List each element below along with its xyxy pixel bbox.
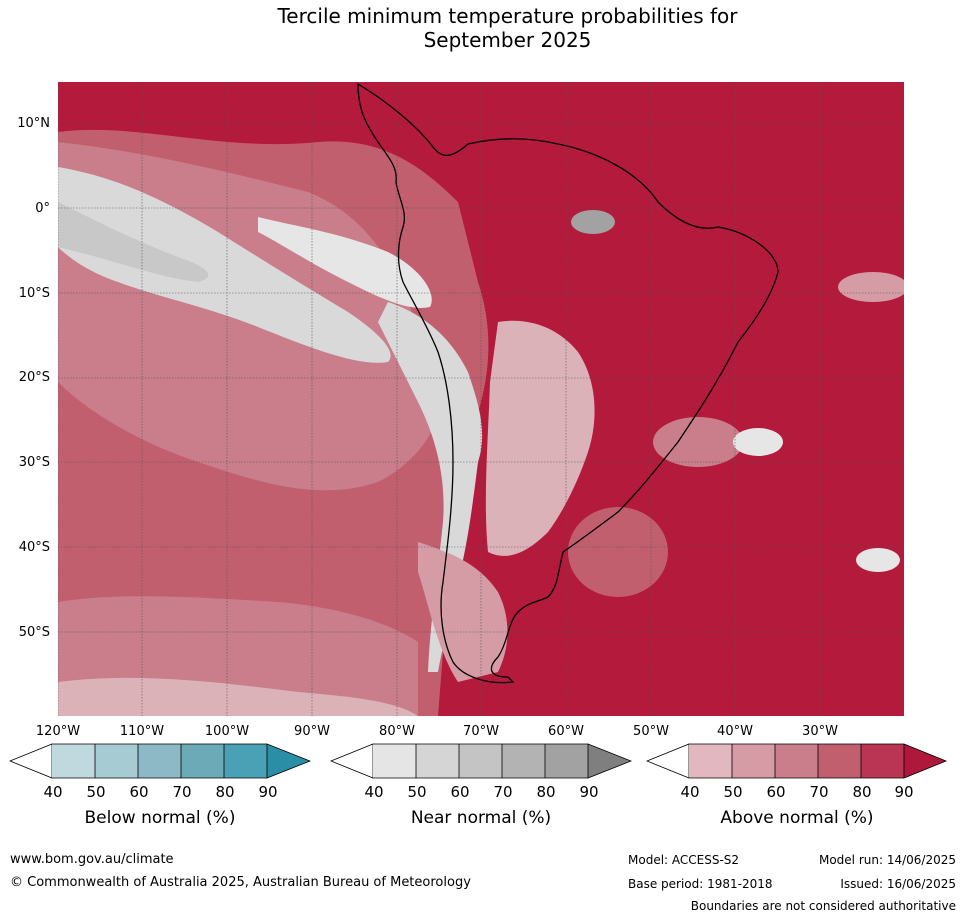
cbar-above-tick-60: 60 (766, 783, 786, 801)
footer-model-run: Model run: 14/06/2025 (818, 853, 956, 867)
colorbar-above-swatches (646, 743, 948, 779)
probability-map (58, 82, 904, 716)
pacific-near-normal (58, 167, 391, 363)
lat-label-40s: 40°S (18, 540, 50, 555)
cbar-near-cell-3 (459, 744, 502, 778)
lon-label-110w: 110°W (119, 724, 165, 739)
cbar-above-cell-4 (818, 744, 861, 778)
colorbar-above-normal (646, 743, 948, 779)
cbar-below-cell-3 (138, 744, 181, 778)
cbar-near-cell-2 (416, 744, 459, 778)
cbar-below-cell-4 (181, 744, 224, 778)
cbar-above-tick-90: 90 (894, 783, 914, 801)
cbar-below-cell-0 (9, 743, 53, 779)
footer-url[interactable]: www.bom.gov.au/climate (10, 852, 174, 867)
footer-disclaimer: Boundaries are not considered authoritat… (690, 899, 956, 913)
cbar-below-tick-80: 80 (215, 783, 235, 801)
footer-base-period: Base period: 1981-2018 (628, 877, 773, 891)
cbar-above-title: Above normal (%) (720, 808, 874, 828)
cbar-below-title: Below normal (%) (84, 808, 236, 828)
cbar-near-cell-0 (330, 743, 374, 779)
cbar-near-cell-4 (502, 744, 545, 778)
colorbar-below-normal (9, 743, 311, 779)
atlantic-patch-4 (856, 548, 900, 572)
cbar-above-tick-40: 40 (680, 783, 700, 801)
lat-label-10n: 10°N (17, 116, 50, 131)
lon-label-120w: 120°W (35, 724, 81, 739)
atlantic-south-light (568, 507, 668, 597)
cbar-below-tick-70: 70 (172, 783, 192, 801)
cbar-below-cell-6 (266, 743, 311, 779)
cbar-near-title: Near normal (%) (410, 808, 552, 828)
lat-label-10s: 10°S (18, 286, 50, 301)
title-line-1: Tercile minimum temperature probabilitie… (277, 4, 738, 28)
cbar-above-tick-80: 80 (852, 783, 872, 801)
cbar-below-tick-60: 60 (129, 783, 149, 801)
cbar-below-tick-50: 50 (86, 783, 106, 801)
lon-label-90w: 90°W (294, 724, 330, 739)
cbar-below-tick-40: 40 (43, 783, 63, 801)
cbar-above-cell-5 (861, 744, 904, 778)
lat-label-50s: 50°S (18, 625, 50, 640)
continent-interior-light (485, 320, 595, 556)
equator-light-band (258, 217, 432, 308)
lon-label-40w: 40°W (717, 724, 753, 739)
cbar-near-tick-70: 70 (493, 783, 513, 801)
colorbar-near-normal (330, 743, 632, 779)
map-title: Tercile minimum temperature probabilitie… (0, 4, 965, 52)
lon-label-80w: 80°W (379, 724, 415, 739)
cbar-near-cell-5 (545, 744, 588, 778)
map-gridlines (58, 82, 904, 716)
lon-label-70w: 70°W (463, 724, 499, 739)
colorbar-near-swatches (330, 743, 632, 779)
cbar-near-cell-1 (373, 744, 416, 778)
cbar-below-tick-90: 90 (258, 783, 278, 801)
lat-label-0: 0° (35, 201, 50, 216)
cbar-above-cell-0 (646, 743, 690, 779)
footer-model: Model: ACCESS-S2 (628, 853, 740, 867)
pacific-near-normal-2 (58, 202, 209, 282)
cbar-near-tick-80: 80 (536, 783, 556, 801)
footer-copyright: © Commonwealth of Australia 2025, Austra… (10, 875, 471, 890)
title-line-2: September 2025 (423, 28, 592, 52)
lon-label-60w: 60°W (548, 724, 584, 739)
cbar-above-tick-70: 70 (809, 783, 829, 801)
cbar-above-cell-2 (732, 744, 775, 778)
lat-label-30s: 30°S (18, 455, 50, 470)
colorbar-below-swatches (9, 743, 311, 779)
atlantic-patch-2 (733, 428, 783, 456)
southern-pacific-lightest (58, 677, 418, 716)
cbar-below-cell-1 (52, 744, 95, 778)
cbar-near-tick-40: 40 (364, 783, 384, 801)
lat-label-20s: 20°S (18, 370, 50, 385)
cbar-near-tick-90: 90 (579, 783, 599, 801)
amazon-near-normal (571, 210, 615, 234)
cbar-above-cell-6 (903, 743, 948, 779)
cbar-near-tick-60: 60 (450, 783, 470, 801)
atlantic-patch-1 (653, 417, 743, 467)
cbar-near-tick-50: 50 (407, 783, 427, 801)
footer-issued: Issued: 16/06/2025 (840, 877, 956, 891)
cbar-above-cell-1 (689, 744, 732, 778)
lon-label-30w: 30°W (802, 724, 838, 739)
cbar-below-cell-5 (224, 744, 267, 778)
cbar-above-cell-3 (775, 744, 818, 778)
south-america-coastline (357, 82, 779, 684)
lon-label-100w: 100°W (204, 724, 250, 739)
lon-label-50w: 50°W (633, 724, 669, 739)
cbar-below-cell-2 (95, 744, 138, 778)
cbar-above-tick-50: 50 (723, 783, 743, 801)
atlantic-patch-3 (838, 272, 904, 302)
south-patagonia-light (418, 542, 508, 682)
cbar-near-cell-6 (587, 743, 632, 779)
